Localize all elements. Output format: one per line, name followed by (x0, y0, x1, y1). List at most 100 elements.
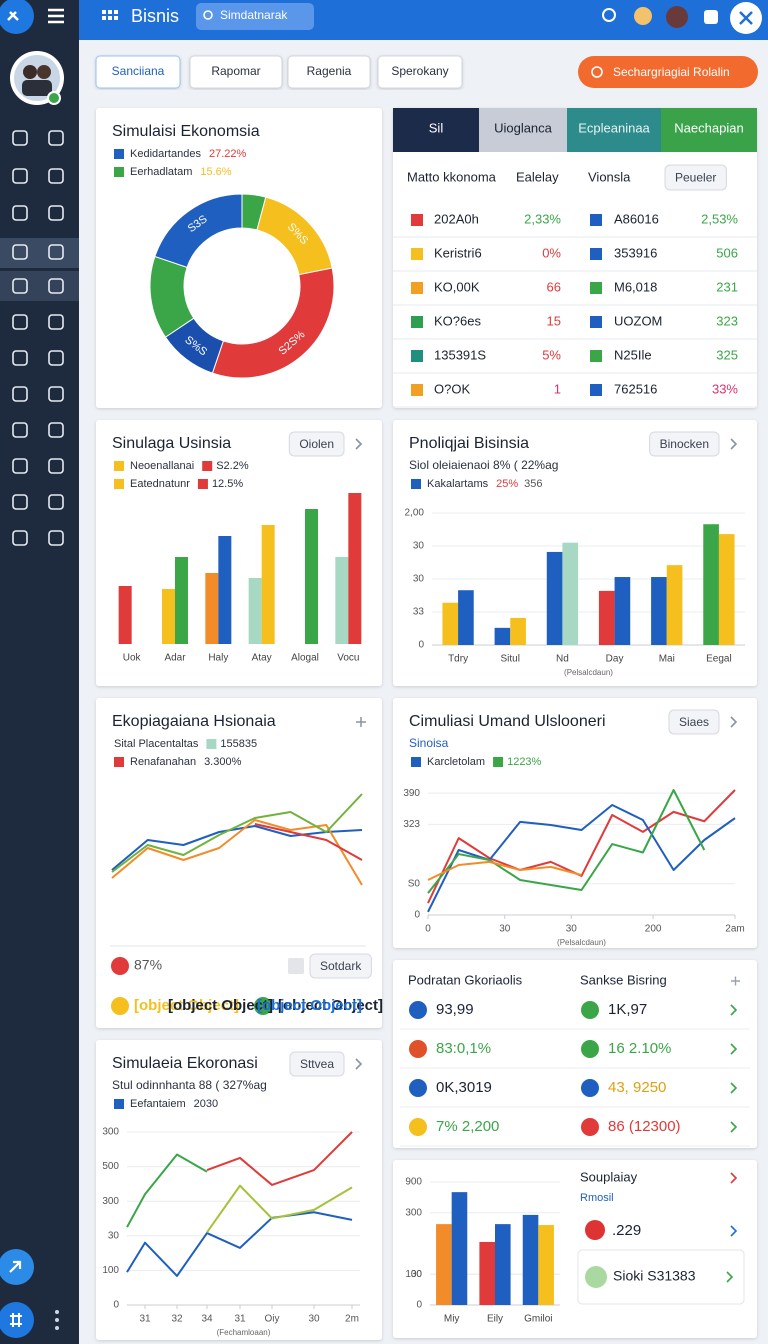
button[interactable] (288, 431, 345, 457)
nav-icon[interactable] (48, 422, 64, 438)
table-cell: 0% (542, 245, 561, 260)
chevron[interactable] (726, 1271, 734, 1283)
button[interactable] (289, 1051, 345, 1077)
chevron[interactable] (730, 1121, 738, 1133)
legend-value: 27.22% (209, 148, 247, 160)
table-cell: 2,33% (524, 211, 561, 226)
add-icon[interactable] (731, 976, 740, 986)
legend-value: 1223% (507, 756, 541, 768)
toolbar-button[interactable] (95, 55, 181, 89)
button[interactable] (309, 953, 372, 979)
grid-icon[interactable] (102, 10, 118, 20)
line-series (111, 793, 363, 873)
nav-icon[interactable] (12, 278, 28, 294)
x-tick-label: Alogal (291, 653, 319, 664)
tab[interactable] (393, 108, 479, 152)
brand-icon[interactable] (0, 0, 34, 34)
tab[interactable] (567, 108, 661, 152)
legend-swatch (411, 479, 421, 489)
button[interactable] (668, 709, 720, 735)
tab[interactable] (479, 108, 567, 152)
search-button[interactable] (602, 8, 616, 22)
nav-icon[interactable] (12, 458, 28, 474)
fab[interactable] (0, 1249, 34, 1285)
sidebar-hover (0, 271, 79, 301)
chevron[interactable] (730, 1043, 738, 1055)
nav-icon[interactable] (48, 205, 64, 221)
nav-icon[interactable] (48, 494, 64, 510)
filter-icon[interactable] (288, 958, 304, 974)
list-icon (409, 1118, 427, 1136)
chevron[interactable] (730, 716, 738, 728)
nav-icon[interactable] (12, 350, 28, 366)
row-marker (590, 214, 602, 226)
user-avatar[interactable] (666, 6, 688, 28)
settings-icon[interactable] (704, 10, 718, 24)
list-icon (581, 1118, 599, 1136)
menu-icon[interactable] (48, 8, 64, 24)
x-axis-label: (Fechamloaan) (217, 1328, 271, 1337)
chevron[interactable] (355, 1058, 363, 1070)
toolbar-button[interactable] (377, 55, 463, 89)
apps-button[interactable] (0, 1302, 34, 1338)
x-tick-label: 34 (201, 1314, 213, 1325)
chevron[interactable] (730, 1172, 738, 1184)
nav-icon[interactable] (12, 422, 28, 438)
x-axis-label: (Pelsalcdaun) (564, 668, 613, 677)
bar (218, 536, 232, 644)
nav-icon[interactable] (12, 168, 28, 184)
y-tick-label: 30 (413, 574, 425, 585)
table-cell: KO?6es (434, 313, 481, 328)
chevron[interactable] (355, 438, 363, 450)
action-button[interactable] (578, 56, 758, 88)
x-tick-label: Adar (164, 653, 186, 664)
avatar-head (37, 65, 51, 79)
stat-value: [object Object] (168, 997, 273, 1014)
nav-icon[interactable] (12, 386, 28, 402)
x-tick-label: Nd (556, 654, 569, 665)
nav-icon[interactable] (48, 350, 64, 366)
stat-value: [object Object] (134, 997, 239, 1014)
brand-glyph (7, 11, 19, 21)
chart-title: Sinulaga Usinsia (112, 435, 231, 452)
button-label: Siaes (679, 715, 709, 729)
x-axis-label: (Pelsalcdaun) (557, 938, 606, 947)
chevron[interactable] (730, 1004, 738, 1016)
notification-icon[interactable] (634, 7, 652, 25)
button-label: Peueler (675, 171, 716, 185)
topbar (79, 0, 768, 40)
row-marker (411, 384, 423, 396)
panel-item[interactable] (577, 1249, 745, 1305)
nav-icon[interactable] (48, 168, 64, 184)
button[interactable] (664, 164, 727, 191)
nav-icon[interactable] (48, 278, 64, 294)
nav-icon[interactable] (48, 314, 64, 330)
chevron[interactable] (730, 1082, 738, 1094)
row-marker (590, 248, 602, 260)
chevron[interactable] (730, 1225, 738, 1237)
nav-icon[interactable] (12, 530, 28, 546)
nav-icon[interactable] (12, 244, 28, 260)
bar (495, 1224, 511, 1305)
search-box[interactable] (196, 3, 314, 30)
add-icon[interactable] (356, 717, 366, 727)
toolbar-button[interactable] (287, 55, 371, 89)
nav-icon[interactable] (48, 458, 64, 474)
x-tick-label: Miy (444, 1314, 460, 1325)
table-cell: A86016 (614, 211, 659, 226)
toolbar-button[interactable] (189, 55, 283, 89)
nav-icon[interactable] (12, 494, 28, 510)
nav-icon[interactable] (48, 530, 64, 546)
nav-icon[interactable] (12, 205, 28, 221)
x-tick-label: Mai (659, 654, 675, 665)
legend-label: Eerhadlatam (130, 166, 192, 178)
nav-icon[interactable] (12, 130, 28, 146)
nav-icon[interactable] (12, 314, 28, 330)
nav-icon[interactable] (48, 130, 64, 146)
tab[interactable] (661, 108, 757, 152)
button[interactable] (649, 431, 720, 457)
chevron[interactable] (730, 438, 738, 450)
y-tick-label: 500 (102, 1161, 119, 1172)
nav-icon[interactable] (48, 386, 64, 402)
nav-icon[interactable] (48, 244, 64, 260)
